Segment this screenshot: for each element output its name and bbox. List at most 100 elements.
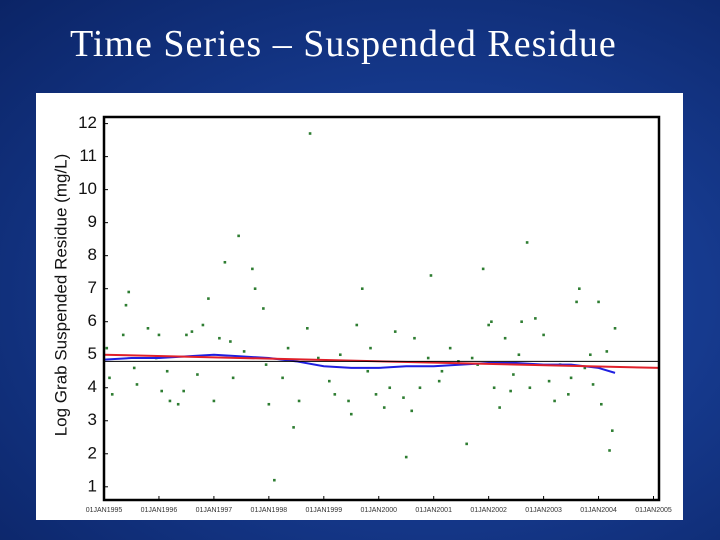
data-point bbox=[498, 406, 501, 409]
data-point bbox=[242, 350, 246, 353]
data-point bbox=[360, 287, 364, 290]
data-point bbox=[176, 402, 180, 406]
data-point bbox=[597, 300, 600, 304]
x-tick-label: 01JAN1995 bbox=[86, 507, 123, 514]
y-tick-label: 8 bbox=[88, 245, 97, 264]
y-tick-label: 6 bbox=[88, 311, 97, 330]
data-point bbox=[369, 346, 372, 350]
data-point bbox=[292, 426, 295, 429]
y-tick-label: 5 bbox=[88, 344, 97, 363]
data-point bbox=[229, 340, 232, 343]
data-point bbox=[327, 379, 331, 383]
data-point bbox=[132, 366, 136, 370]
data-point bbox=[273, 478, 276, 482]
data-point bbox=[547, 379, 551, 383]
data-point bbox=[575, 300, 578, 304]
y-axis-label: Log Grab Suspended Residue (mg/L) bbox=[51, 154, 70, 437]
y-tick-label: 3 bbox=[88, 410, 97, 429]
data-point bbox=[317, 356, 320, 360]
data-point bbox=[553, 399, 556, 403]
chart-background bbox=[36, 93, 683, 520]
y-tick-label: 7 bbox=[88, 278, 97, 297]
y-tick-label: 2 bbox=[88, 443, 97, 462]
x-tick-label: 01JAN2004 bbox=[580, 507, 617, 514]
data-point bbox=[578, 287, 581, 290]
x-tick-label: 01JAN1998 bbox=[251, 507, 288, 514]
data-point bbox=[591, 383, 595, 386]
data-point bbox=[448, 346, 452, 350]
data-point bbox=[190, 330, 194, 333]
data-point bbox=[413, 336, 416, 340]
x-tick-label: 01JAN2001 bbox=[415, 507, 452, 514]
data-point bbox=[237, 234, 240, 238]
data-point bbox=[509, 389, 512, 393]
data-point bbox=[388, 386, 392, 390]
y-tick-label: 10 bbox=[78, 179, 97, 198]
data-point bbox=[613, 327, 617, 330]
data-point bbox=[251, 267, 254, 271]
data-point bbox=[512, 373, 515, 376]
x-tick-label: 01JAN1999 bbox=[306, 507, 343, 514]
y-tick-label: 1 bbox=[88, 476, 97, 495]
data-point bbox=[470, 356, 474, 360]
x-tick-label: 01JAN1996 bbox=[141, 507, 178, 514]
data-point bbox=[589, 353, 592, 357]
data-point bbox=[525, 241, 529, 244]
data-point bbox=[349, 412, 353, 416]
data-point bbox=[374, 393, 378, 396]
data-point bbox=[168, 399, 172, 403]
data-point bbox=[347, 399, 350, 403]
data-point bbox=[402, 396, 405, 399]
data-point bbox=[437, 379, 441, 383]
data-point bbox=[410, 409, 414, 413]
data-point bbox=[207, 297, 210, 300]
data-point bbox=[492, 386, 496, 390]
data-point bbox=[231, 376, 235, 380]
data-point bbox=[481, 267, 485, 271]
data-point bbox=[418, 386, 422, 390]
data-point bbox=[267, 402, 271, 406]
data-point bbox=[306, 327, 309, 330]
x-tick-label: 01JAN2005 bbox=[635, 507, 672, 514]
x-tick-label: 01JAN2000 bbox=[360, 507, 397, 514]
data-point bbox=[393, 330, 397, 333]
data-point bbox=[534, 317, 537, 320]
data-point bbox=[297, 399, 301, 403]
data-point bbox=[600, 402, 603, 406]
data-point bbox=[366, 369, 370, 373]
data-point bbox=[135, 383, 139, 386]
data-point bbox=[160, 389, 163, 393]
data-point bbox=[567, 393, 570, 396]
data-point bbox=[404, 455, 408, 459]
data-point bbox=[264, 363, 268, 366]
data-point bbox=[127, 290, 131, 294]
data-point bbox=[146, 327, 150, 330]
data-point bbox=[333, 393, 337, 396]
data-point bbox=[262, 307, 265, 310]
data-point bbox=[223, 260, 227, 264]
y-tick-label: 12 bbox=[78, 113, 97, 132]
data-point bbox=[382, 406, 386, 409]
y-tick-label: 4 bbox=[88, 377, 97, 396]
data-point bbox=[108, 376, 111, 380]
data-point bbox=[121, 333, 125, 337]
data-point bbox=[212, 399, 216, 403]
data-point bbox=[528, 386, 532, 390]
data-point bbox=[569, 376, 573, 380]
data-point bbox=[124, 303, 128, 307]
x-tick-label: 01JAN2003 bbox=[525, 507, 562, 514]
data-point bbox=[201, 323, 205, 327]
data-point bbox=[429, 274, 433, 277]
y-tick-label: 9 bbox=[88, 212, 97, 231]
data-point bbox=[253, 287, 257, 290]
x-tick-label: 01JAN2002 bbox=[470, 507, 507, 514]
data-point bbox=[165, 369, 169, 373]
data-point bbox=[503, 336, 507, 340]
data-point bbox=[355, 323, 359, 327]
data-point bbox=[157, 333, 161, 337]
data-point bbox=[605, 350, 609, 353]
data-point bbox=[218, 336, 221, 340]
